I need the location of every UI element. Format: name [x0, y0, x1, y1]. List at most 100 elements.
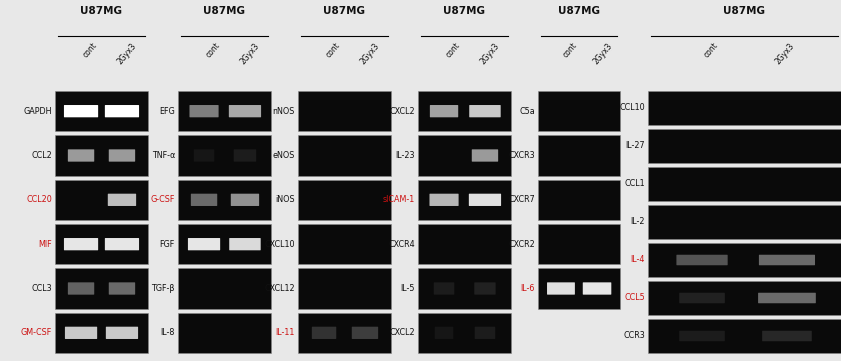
FancyBboxPatch shape [229, 105, 261, 117]
Text: CXCL2: CXCL2 [389, 329, 415, 337]
FancyBboxPatch shape [64, 105, 98, 117]
Text: U87MG: U87MG [443, 6, 485, 16]
Text: CXCR4: CXCR4 [389, 240, 415, 249]
Text: GAPDH: GAPDH [24, 106, 52, 116]
FancyBboxPatch shape [191, 194, 217, 206]
Text: cont: cont [204, 41, 222, 60]
Text: IL-8: IL-8 [161, 329, 175, 337]
Bar [538, 180, 620, 220]
Bar [648, 319, 841, 353]
Text: CXCR3: CXCR3 [508, 151, 535, 160]
FancyBboxPatch shape [474, 282, 495, 295]
Bar [538, 224, 620, 264]
Bar [178, 135, 271, 176]
Bar [55, 180, 148, 220]
Text: FGF: FGF [160, 240, 175, 249]
Bar [55, 224, 148, 264]
FancyBboxPatch shape [435, 327, 453, 339]
Bar [648, 167, 841, 201]
Text: IL-5: IL-5 [400, 284, 415, 293]
Text: IL-27: IL-27 [626, 142, 645, 151]
Bar [418, 135, 511, 176]
Text: 2Gyx3: 2Gyx3 [774, 41, 796, 66]
FancyBboxPatch shape [65, 327, 98, 339]
Bar [538, 268, 620, 309]
Bar [648, 205, 841, 239]
Bar [418, 313, 511, 353]
Text: CCL10: CCL10 [619, 104, 645, 113]
Text: IL-11: IL-11 [276, 329, 295, 337]
FancyBboxPatch shape [234, 149, 257, 162]
Text: CXCR7: CXCR7 [508, 195, 535, 204]
FancyBboxPatch shape [189, 105, 219, 117]
Text: cont: cont [324, 41, 341, 60]
Bar [418, 268, 511, 309]
FancyBboxPatch shape [472, 149, 498, 162]
Text: IL-2: IL-2 [631, 217, 645, 226]
Text: CCL2: CCL2 [31, 151, 52, 160]
Bar [55, 91, 148, 131]
FancyBboxPatch shape [583, 282, 611, 295]
FancyBboxPatch shape [352, 327, 378, 339]
FancyBboxPatch shape [108, 149, 135, 162]
Text: cont: cont [444, 41, 462, 60]
Bar [298, 91, 391, 131]
FancyBboxPatch shape [312, 327, 336, 339]
Text: EFG: EFG [159, 106, 175, 116]
FancyBboxPatch shape [108, 282, 135, 295]
Text: C5a: C5a [519, 106, 535, 116]
Bar [648, 243, 841, 277]
Bar [55, 135, 148, 176]
FancyBboxPatch shape [105, 238, 139, 250]
Bar [538, 91, 620, 131]
Bar [178, 180, 271, 220]
Text: CXCL10: CXCL10 [265, 240, 295, 249]
FancyBboxPatch shape [230, 238, 261, 250]
Text: MIF: MIF [39, 240, 52, 249]
Bar [55, 313, 148, 353]
Text: 2Gyx3: 2Gyx3 [591, 41, 614, 66]
Bar [298, 180, 391, 220]
Text: cont: cont [81, 41, 98, 60]
Text: CCL20: CCL20 [26, 195, 52, 204]
Text: CXCL12: CXCL12 [264, 284, 295, 293]
Bar [648, 91, 841, 125]
Bar [418, 91, 511, 131]
Text: CXCL2: CXCL2 [389, 106, 415, 116]
Text: U87MG: U87MG [558, 6, 600, 16]
FancyBboxPatch shape [434, 282, 454, 295]
Text: IL-6: IL-6 [521, 284, 535, 293]
FancyBboxPatch shape [762, 331, 812, 341]
FancyBboxPatch shape [105, 105, 139, 117]
Text: CCR3: CCR3 [623, 331, 645, 340]
Bar [178, 224, 271, 264]
Bar [298, 224, 391, 264]
Text: nNOS: nNOS [272, 106, 295, 116]
Text: 2Gyx3: 2Gyx3 [239, 41, 261, 66]
FancyBboxPatch shape [680, 293, 725, 303]
Text: U87MG: U87MG [81, 6, 123, 16]
Bar [648, 129, 841, 163]
Text: CCL1: CCL1 [624, 179, 645, 188]
Text: 2Gyx3: 2Gyx3 [479, 41, 501, 66]
Bar [298, 313, 391, 353]
Text: sICAM-1: sICAM-1 [383, 195, 415, 204]
Text: CXCR2: CXCR2 [508, 240, 535, 249]
FancyBboxPatch shape [64, 238, 98, 250]
Text: G-CSF: G-CSF [151, 195, 175, 204]
Text: U87MG: U87MG [723, 6, 765, 16]
FancyBboxPatch shape [193, 149, 214, 162]
FancyBboxPatch shape [676, 255, 727, 265]
FancyBboxPatch shape [230, 194, 259, 206]
FancyBboxPatch shape [759, 255, 815, 265]
FancyBboxPatch shape [469, 105, 500, 117]
Bar [648, 281, 841, 315]
FancyBboxPatch shape [758, 293, 816, 303]
Text: TGF-β: TGF-β [151, 284, 175, 293]
Text: 2Gyx3: 2Gyx3 [115, 41, 138, 66]
Text: 2Gyx3: 2Gyx3 [358, 41, 381, 66]
Bar [418, 180, 511, 220]
Bar [55, 268, 148, 309]
FancyBboxPatch shape [468, 194, 501, 206]
Bar [418, 224, 511, 264]
